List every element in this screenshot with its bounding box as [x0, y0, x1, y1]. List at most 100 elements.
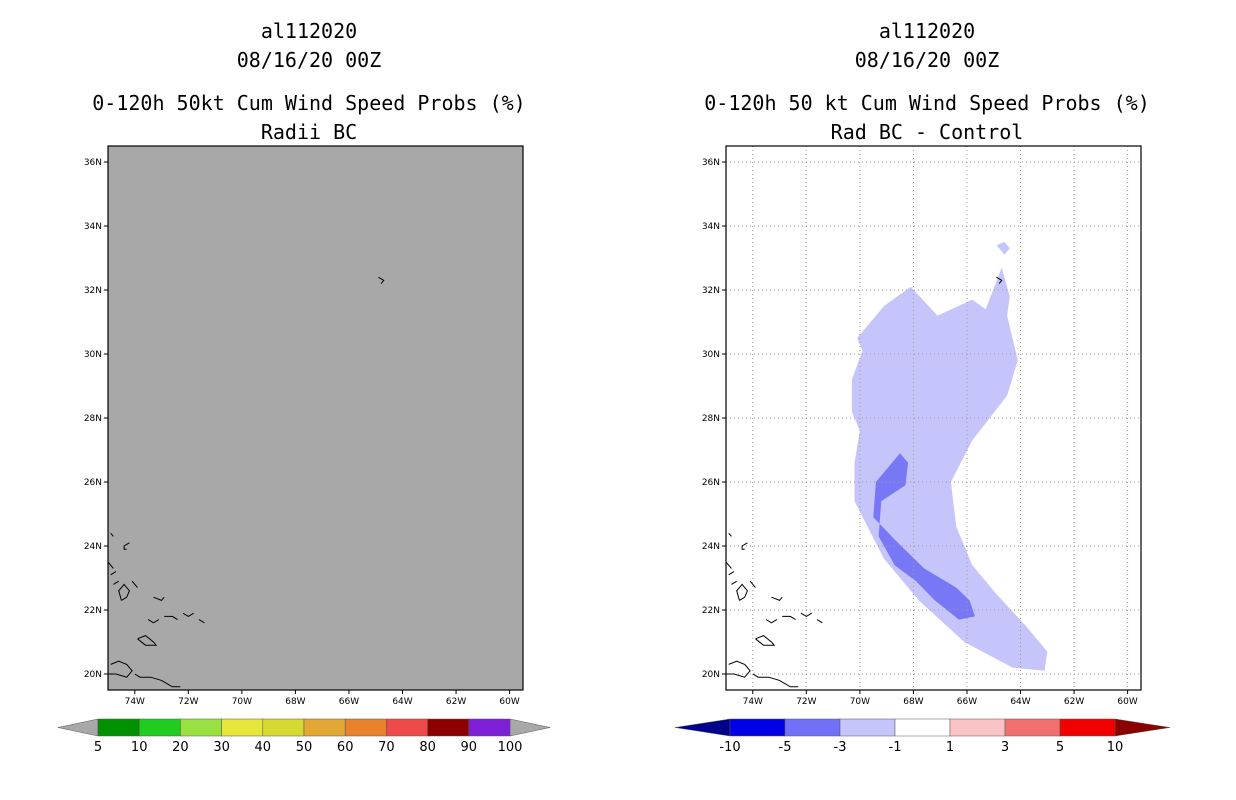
y-tick-label-30N: 30N [84, 350, 102, 360]
colorbar-swatch-4 [949, 718, 1006, 737]
coastline-9 [749, 580, 756, 588]
coastline-15 [996, 276, 1003, 284]
coastline-6 [198, 619, 205, 624]
coastline-7 [736, 583, 748, 601]
y-tick-label-34N: 34N [84, 222, 102, 232]
x-tick-label-70W: 70W [850, 697, 870, 707]
y-tick-label-28N: 28N [702, 414, 720, 424]
coastline-7 [118, 583, 130, 601]
colorbar-label-80: 80 [419, 740, 436, 755]
colorbar-swatch-5 [1004, 718, 1061, 737]
x-tick-label-62W: 62W [1064, 697, 1084, 707]
coastline-15 [378, 276, 385, 284]
map-plot-area [108, 276, 385, 688]
colorbar-swatch-3 [894, 718, 951, 737]
colorbar-label--1: -1 [889, 740, 902, 755]
colorbar-label--3: -3 [834, 740, 847, 755]
colorbar-label--5: -5 [779, 740, 792, 755]
y-tick-label-30N: 30N [702, 350, 720, 360]
coastline-10 [771, 596, 783, 601]
x-tick-label-68W: 68W [285, 697, 305, 707]
colorbar-label-10: 10 [1107, 740, 1124, 755]
coastline-4 [782, 615, 796, 621]
colorbar-extend-high [509, 718, 551, 737]
coastline-11 [108, 561, 114, 569]
colorbar-label-1: 1 [946, 740, 954, 755]
y-tick-label-32N: 32N [84, 286, 102, 296]
x-tick-label-66W: 66W [339, 697, 359, 707]
right-map-panel: 74W 72W 70W 68W 66W 64W 62W 60W 20N 22N 24N 26N 28N 3… [702, 145, 1142, 707]
coastline-13 [741, 542, 748, 550]
map-background [108, 146, 523, 690]
colorbar-swatch-0 [97, 718, 140, 737]
coastline-14 [110, 532, 114, 537]
colorbar-label-3: 3 [1001, 740, 1009, 755]
colorbar-extend-low [57, 718, 99, 737]
map-plot-area [726, 146, 1141, 690]
x-tick-label-66W: 66W [957, 697, 977, 707]
x-tick-label-60W: 60W [499, 697, 519, 707]
coastline-0 [108, 660, 133, 678]
colorbar-swatch-9 [468, 718, 511, 737]
coastline-14 [728, 532, 732, 537]
left-colorbar: 5 10 20 30 40 50 60 70 80 90 100 [57, 718, 551, 755]
colorbar-swatch-2 [839, 718, 896, 737]
colorbar-label-50: 50 [296, 740, 313, 755]
x-tick-label-64W: 64W [392, 697, 412, 707]
left-subtitle: Radii BC [261, 120, 357, 144]
left-storm-id: al112020 [261, 19, 357, 43]
coastline-8 [113, 580, 119, 585]
coastline-12 [728, 571, 735, 576]
coastline-12 [110, 571, 117, 576]
contour-region-2 [873, 453, 975, 620]
right-date: 08/16/20 00Z [855, 48, 1000, 72]
colorbar-swatch-7 [386, 718, 428, 737]
coastline-9 [131, 580, 138, 588]
y-tick-label-36N: 36N [702, 158, 720, 168]
colorbar-swatch-6 [1059, 718, 1116, 737]
colorbar-label-5: 5 [1056, 740, 1064, 755]
x-tick-label-72W: 72W [178, 697, 198, 707]
colorbar-label-5: 5 [94, 740, 102, 755]
colorbar-swatch-4 [262, 718, 305, 737]
y-tick-label-24N: 24N [702, 542, 720, 552]
y-tick-label-22N: 22N [84, 606, 102, 616]
coastline-0 [726, 660, 751, 678]
y-tick-label-34N: 34N [702, 222, 720, 232]
coastline-13 [123, 542, 130, 550]
colorbar-label-20: 20 [172, 740, 189, 755]
y-tick-label-22N: 22N [702, 606, 720, 616]
colorbar-label-30: 30 [213, 740, 230, 755]
coastline-5 [182, 612, 194, 617]
coastline-11 [726, 561, 732, 569]
coastline-2 [137, 635, 158, 646]
colorbar-swatch-1 [138, 718, 181, 737]
colorbar-swatch-6 [344, 718, 387, 737]
colorbar-swatch-8 [427, 718, 470, 737]
coastline-1 [134, 673, 181, 688]
right-panel-titles: al112020 08/16/20 00Z 0-120h 50 kt Cum W… [704, 19, 1150, 144]
coastline-2 [755, 635, 776, 646]
x-tick-label-60W: 60W [1117, 697, 1137, 707]
y-tick-label-26N: 26N [84, 478, 102, 488]
right-storm-id: al112020 [879, 19, 975, 43]
colorbar-swatch-1 [784, 718, 841, 737]
colorbar-label-60: 60 [337, 740, 354, 755]
x-tick-label-64W: 64W [1010, 697, 1030, 707]
right-title: 0-120h 50 kt Cum Wind Speed Probs (%) [704, 91, 1150, 115]
x-tick-label-68W: 68W [903, 697, 923, 707]
left-date: 08/16/20 00Z [237, 48, 382, 72]
y-tick-label-26N: 26N [702, 478, 720, 488]
x-tick-label-62W: 62W [446, 697, 466, 707]
left-map-panel: 74W 72W 70W 68W 66W 64W 62W 60W 20N 22N 24N 26N 28N 3… [84, 145, 524, 707]
colorbar-label-90: 90 [461, 740, 478, 755]
coastline-6 [816, 619, 823, 624]
x-tick-label-74W: 74W [743, 697, 763, 707]
contour-region-0 [851, 267, 1048, 671]
y-tick-label-20N: 20N [702, 670, 720, 680]
colorbar-label-10: 10 [131, 740, 148, 755]
y-tick-label-32N: 32N [702, 286, 720, 296]
x-tick-label-70W: 70W [232, 697, 252, 707]
colorbar-extend-high [1114, 718, 1171, 737]
y-tick-label-20N: 20N [84, 670, 102, 680]
